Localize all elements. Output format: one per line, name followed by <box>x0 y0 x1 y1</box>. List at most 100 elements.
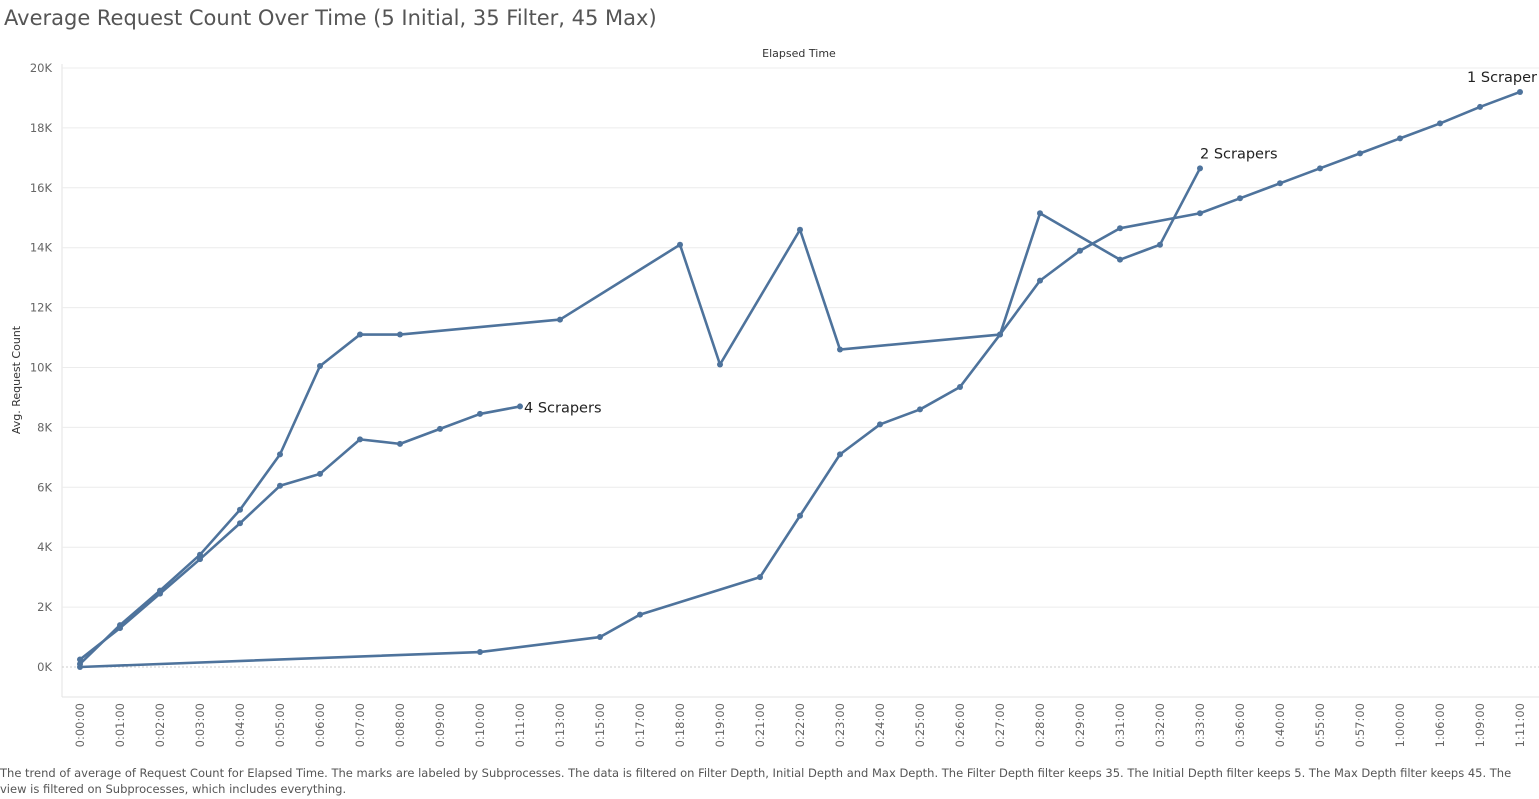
data-point[interactable] <box>957 383 963 390</box>
x-tick-label: 0:01:00 <box>113 703 127 747</box>
data-point[interactable] <box>1037 210 1043 217</box>
x-tick-label: 0:40:00 <box>1273 703 1287 747</box>
data-point[interactable] <box>1317 165 1323 172</box>
data-point[interactable] <box>1237 195 1243 202</box>
x-tick-label: 0:19:00 <box>713 703 727 747</box>
data-point[interactable] <box>597 634 603 641</box>
y-axis-title: Avg. Request Count <box>10 325 23 434</box>
data-point[interactable] <box>397 440 403 447</box>
x-tick-label: 0:25:00 <box>913 703 927 747</box>
y-tick-label: 4K <box>37 540 52 554</box>
data-point[interactable] <box>1117 225 1123 232</box>
data-point[interactable] <box>157 590 163 597</box>
data-point[interactable] <box>877 421 883 428</box>
series-label-1-scraper: 1 Scraper <box>1467 70 1537 86</box>
data-point[interactable] <box>317 470 323 477</box>
data-point[interactable] <box>1077 247 1083 254</box>
data-point[interactable] <box>237 520 243 527</box>
data-point[interactable] <box>1117 256 1123 263</box>
data-point[interactable] <box>557 316 563 323</box>
data-point[interactable] <box>1197 165 1203 172</box>
data-point[interactable] <box>717 361 723 368</box>
data-point[interactable] <box>917 406 923 413</box>
data-point[interactable] <box>797 226 803 233</box>
x-tick-label: 0:08:00 <box>393 703 407 747</box>
x-tick-label: 0:29:00 <box>1073 703 1087 747</box>
x-tick-label: 0:57:00 <box>1353 703 1367 747</box>
x-tick-label: 0:10:00 <box>473 703 487 747</box>
data-point[interactable] <box>477 410 483 417</box>
gridlines <box>61 64 1539 698</box>
data-point[interactable] <box>997 331 1003 338</box>
x-axis-title: Elapsed Time <box>762 47 836 60</box>
y-tick-label: 16K <box>30 181 53 195</box>
x-tick-label: 0:04:00 <box>233 703 247 747</box>
y-tick-label: 0K <box>37 660 52 674</box>
data-point[interactable] <box>1277 180 1283 187</box>
x-tick-label: 0:31:00 <box>1113 703 1127 747</box>
data-point[interactable] <box>517 403 523 410</box>
x-tick-label: 0:07:00 <box>353 703 367 747</box>
series-line-2-scrapers <box>79 167 1202 665</box>
series-1-scraper: 1 Scraper <box>77 70 1537 670</box>
data-point[interactable] <box>357 436 363 443</box>
data-point[interactable] <box>757 574 763 581</box>
data-point[interactable] <box>357 331 363 338</box>
data-point[interactable] <box>117 625 123 632</box>
data-point[interactable] <box>637 611 643 618</box>
x-tick-label: 0:00:00 <box>73 703 87 747</box>
data-point[interactable] <box>1157 241 1163 248</box>
data-point[interactable] <box>1397 135 1403 142</box>
y-tick-label: 14K <box>30 241 53 255</box>
x-tick-label: 0:24:00 <box>873 703 887 747</box>
x-axis-ticks: 0:00:00 0:01:00 0:02:00 0:03:00 0:04:00 0:05:… <box>73 703 1527 747</box>
x-tick-label: 1:00:00 <box>1393 703 1407 747</box>
data-point[interactable] <box>1477 103 1483 110</box>
x-tick-label: 0:11:00 <box>513 703 527 747</box>
data-point[interactable] <box>317 363 323 370</box>
data-point[interactable] <box>837 451 843 458</box>
data-point[interactable] <box>277 482 283 489</box>
x-tick-label: 0:06:00 <box>313 703 327 747</box>
data-point[interactable] <box>397 331 403 338</box>
series-2-scrapers: 2 Scrapers <box>77 146 1278 668</box>
x-tick-label: 0:23:00 <box>833 703 847 747</box>
y-tick-label: 2K <box>37 600 52 614</box>
data-point[interactable] <box>677 241 683 248</box>
x-tick-label: 0:21:00 <box>753 703 767 747</box>
y-tick-label: 20K <box>30 61 53 75</box>
x-tick-label: 0:22:00 <box>793 703 807 747</box>
x-tick-label: 0:55:00 <box>1313 703 1327 747</box>
y-axis-ticks: 0K 2K 4K 6K 8K 10K 12K 14K 16K 18K 20K <box>30 61 53 674</box>
x-tick-label: 0:27:00 <box>993 703 1007 747</box>
data-point[interactable] <box>1197 210 1203 217</box>
data-point[interactable] <box>1037 277 1043 284</box>
y-tick-label: 8K <box>37 420 52 434</box>
data-point[interactable] <box>1437 120 1443 127</box>
x-tick-label: 0:28:00 <box>1033 703 1047 747</box>
data-point[interactable] <box>1517 88 1523 95</box>
x-tick-label: 0:18:00 <box>673 703 687 747</box>
data-point[interactable] <box>77 656 83 663</box>
y-tick-label: 18K <box>30 121 53 135</box>
x-tick-label: 0:05:00 <box>273 703 287 747</box>
x-tick-label: 0:17:00 <box>633 703 647 747</box>
x-tick-label: 0:26:00 <box>953 703 967 747</box>
data-point[interactable] <box>237 506 243 513</box>
data-point[interactable] <box>197 556 203 563</box>
data-point[interactable] <box>797 512 803 519</box>
series-label-4-scrapers: 4 Scrapers <box>524 400 602 416</box>
x-tick-label: 0:13:00 <box>553 703 567 747</box>
data-point[interactable] <box>1357 150 1363 157</box>
y-tick-label: 10K <box>30 361 53 375</box>
data-point[interactable] <box>837 346 843 353</box>
x-tick-label: 0:09:00 <box>433 703 447 747</box>
x-tick-label: 0:03:00 <box>193 703 207 747</box>
data-point[interactable] <box>77 661 83 668</box>
x-tick-label: 1:09:00 <box>1473 703 1487 747</box>
data-point[interactable] <box>277 451 283 458</box>
data-point[interactable] <box>477 649 483 656</box>
series-4-scrapers: 4 Scrapers <box>77 400 602 663</box>
data-point[interactable] <box>437 425 443 432</box>
x-tick-label: 1:11:00 <box>1513 703 1527 747</box>
